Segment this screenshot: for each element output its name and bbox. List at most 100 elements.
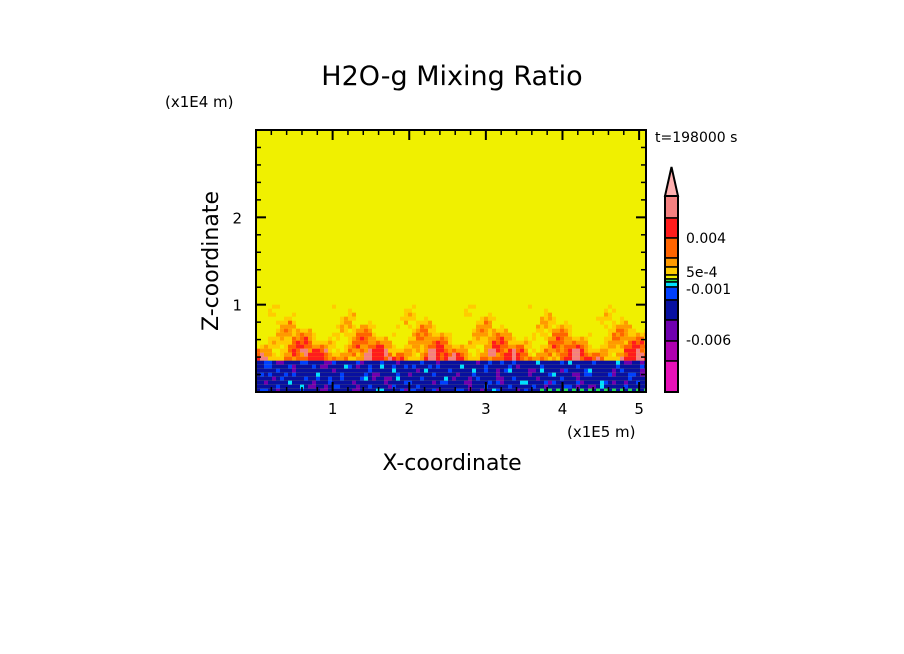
heatmap-cell <box>264 360 268 365</box>
heatmap-cell <box>476 320 480 325</box>
heatmap-cell <box>632 328 636 333</box>
heatmap-cell <box>508 384 512 389</box>
heatmap-cell <box>476 380 480 385</box>
heatmap-cell <box>496 388 500 392</box>
heatmap-cell <box>472 368 476 373</box>
heatmap-cell <box>500 340 504 345</box>
heatmap-cell <box>556 328 560 333</box>
heatmap-cell <box>324 368 328 373</box>
heatmap-cell <box>576 352 580 357</box>
heatmap-cell <box>256 352 260 357</box>
heatmap-cell <box>496 368 500 373</box>
heatmap-cell <box>424 356 428 361</box>
heatmap-cell <box>544 372 548 377</box>
heatmap-cell <box>476 364 480 369</box>
heatmap-cell <box>384 384 388 389</box>
heatmap-cell <box>380 364 384 369</box>
heatmap-cell <box>272 336 276 341</box>
heatmap-cell <box>300 332 304 337</box>
heatmap-cell <box>360 340 364 345</box>
heatmap-cell <box>632 348 636 353</box>
heatmap-cell <box>452 356 456 361</box>
heatmap-cell <box>348 332 352 337</box>
heatmap-cell <box>560 376 564 381</box>
heatmap-cell <box>620 376 624 381</box>
heatmap-cell <box>576 376 580 381</box>
heatmap-cell <box>612 356 616 361</box>
heatmap-cell <box>512 360 516 365</box>
heatmap-cell <box>584 388 588 392</box>
heatmap-cell <box>488 348 492 353</box>
heatmap-cell <box>308 360 312 365</box>
heatmap-cell <box>324 352 328 357</box>
heatmap-cell <box>544 368 548 373</box>
heatmap-cell <box>376 340 380 345</box>
heatmap-cell <box>572 352 576 357</box>
heatmap-cell <box>488 332 492 337</box>
heatmap-cell <box>512 372 516 377</box>
heatmap-cell <box>624 336 628 341</box>
heatmap-cell <box>424 340 428 345</box>
heatmap-cell <box>380 360 384 365</box>
heatmap-cell <box>332 360 336 365</box>
heatmap-cell <box>364 372 368 377</box>
heatmap-cell <box>292 332 296 337</box>
heatmap-cell <box>276 340 280 345</box>
heatmap-cell <box>324 380 328 385</box>
heatmap-cell <box>304 376 308 381</box>
heatmap-cell <box>364 360 368 365</box>
heatmap-cell <box>436 388 440 392</box>
heatmap-cell <box>332 344 336 349</box>
heatmap-cell <box>428 320 432 325</box>
heatmap-cell <box>436 344 440 349</box>
heatmap-cell <box>580 348 584 353</box>
heatmap-cell <box>312 336 316 341</box>
heatmap-cell <box>372 332 376 337</box>
heatmap-cell <box>604 324 608 329</box>
heatmap-cell <box>308 376 312 381</box>
heatmap-cell <box>396 356 400 361</box>
heatmap-cell <box>624 372 628 377</box>
heatmap-cell <box>520 384 524 389</box>
heatmap-cell <box>592 352 596 357</box>
heatmap-cell <box>292 352 296 357</box>
heatmap-cell <box>548 352 552 357</box>
heatmap-cell <box>296 356 300 361</box>
heatmap-cell <box>492 380 496 385</box>
heatmap-cell <box>388 348 392 353</box>
heatmap-cell <box>616 328 620 333</box>
heatmap-cell <box>452 376 456 381</box>
heatmap-cell <box>332 368 336 373</box>
heatmap-cell <box>432 344 436 349</box>
heatmap-cell <box>464 372 468 377</box>
heatmap-cell <box>528 356 532 361</box>
heatmap-cell <box>604 368 608 373</box>
heatmap-cell <box>352 332 356 337</box>
heatmap-cell <box>448 368 452 373</box>
heatmap-cell <box>436 332 440 337</box>
heatmap-cell <box>568 324 572 329</box>
heatmap-cell <box>588 388 592 392</box>
heatmap-cell <box>280 332 284 337</box>
heatmap-cell <box>300 328 304 333</box>
heatmap-cell <box>560 372 564 377</box>
heatmap-cell <box>504 376 508 381</box>
heatmap-cell <box>468 352 472 357</box>
heatmap-cell <box>552 360 556 365</box>
heatmap-cell <box>404 312 408 317</box>
heatmap-cell <box>348 352 352 357</box>
heatmap-cell <box>280 328 284 333</box>
heatmap-cell <box>560 340 564 345</box>
heatmap-cell <box>368 324 372 329</box>
heatmap-cell <box>380 380 384 385</box>
heatmap-cell <box>264 344 268 349</box>
heatmap-cell <box>640 368 644 373</box>
heatmap-cell <box>476 360 480 365</box>
heatmap-cell <box>532 376 536 381</box>
heatmap-cell <box>324 356 328 361</box>
heatmap-cell <box>324 376 328 381</box>
heatmap-cell <box>388 364 392 369</box>
heatmap-cell <box>332 356 336 361</box>
heatmap-cell <box>292 364 296 369</box>
x-tick-label: 3 <box>481 400 491 418</box>
